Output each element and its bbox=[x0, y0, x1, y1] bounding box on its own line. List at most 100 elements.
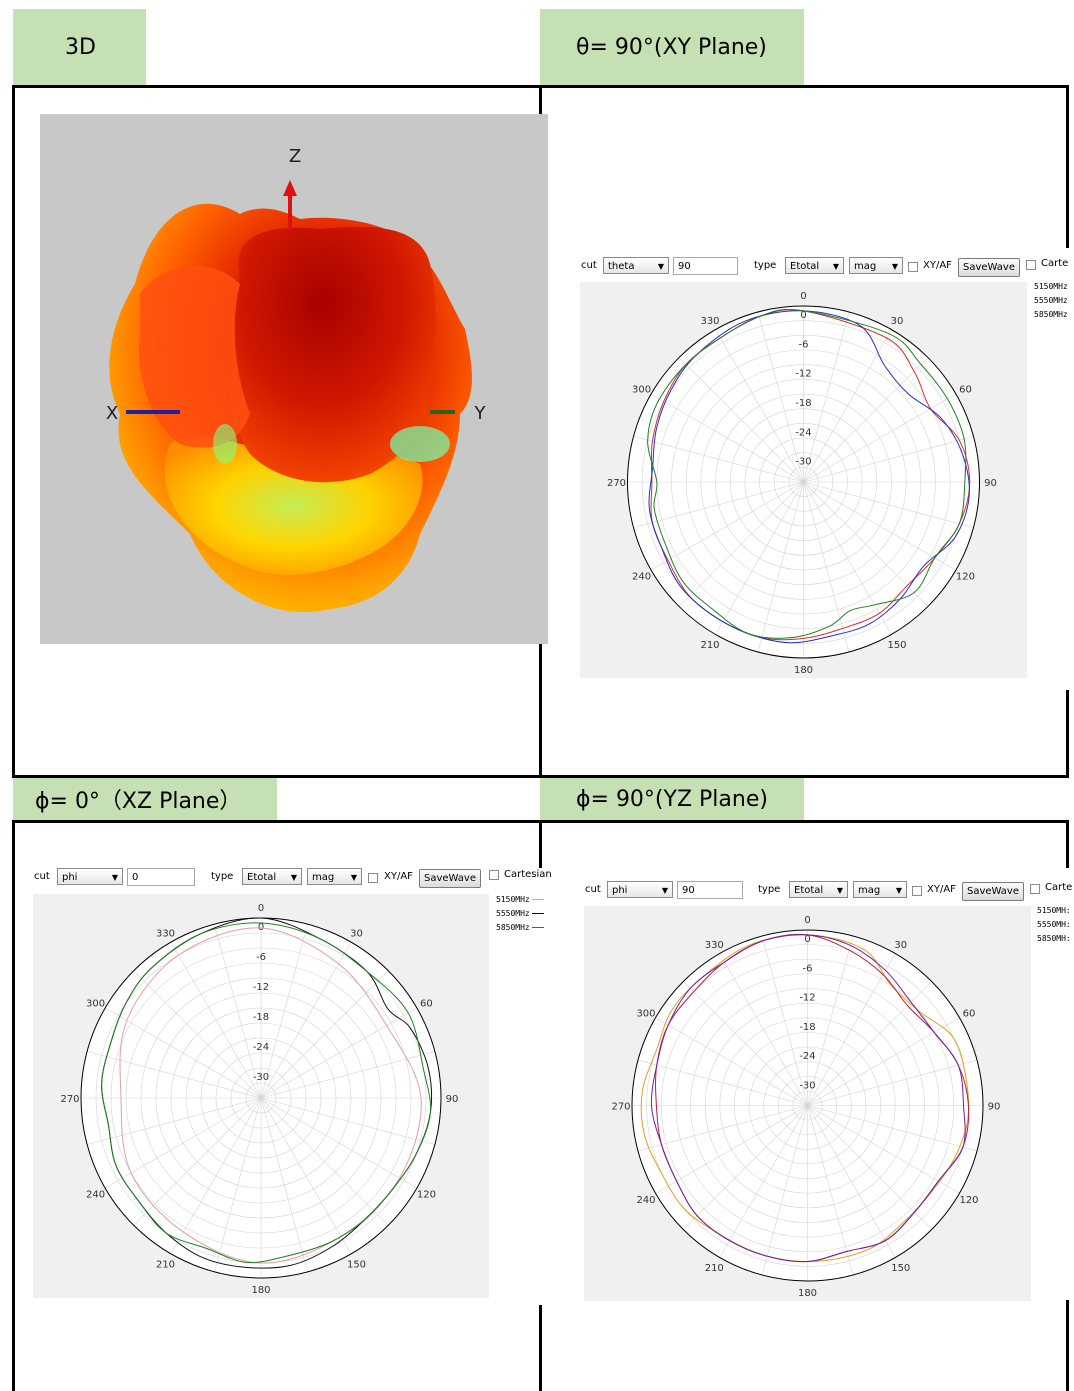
polar-spoke bbox=[807, 1105, 978, 1152]
angle-tick-label: 210 bbox=[156, 1259, 175, 1270]
cut-select[interactable]: theta ▼ bbox=[603, 257, 669, 274]
polar-spoke bbox=[803, 311, 850, 483]
polar-spoke bbox=[170, 1097, 262, 1255]
polar-spoke bbox=[260, 1097, 435, 1145]
angle-tick-label: 0 bbox=[800, 291, 806, 302]
header-yz-label: ϕ= 90°(YZ Plane) bbox=[576, 786, 768, 812]
legend-swatch-5850 bbox=[531, 927, 544, 928]
angle-input[interactable]: 0 bbox=[127, 868, 195, 886]
chevron-down-icon: ▼ bbox=[657, 262, 664, 271]
savewave-button[interactable]: SaveWave bbox=[962, 882, 1024, 901]
polar-spoke bbox=[807, 1059, 978, 1106]
polar-spoke bbox=[133, 1097, 262, 1226]
type-label: type bbox=[211, 871, 234, 882]
mag-select-value: mag bbox=[312, 872, 335, 883]
angle-tick-label: 90 bbox=[988, 1102, 1001, 1113]
mag-select[interactable]: mag ▼ bbox=[849, 257, 903, 274]
polar-chart-xz[interactable]: 03060901201501802102402703003300-6-12-18… bbox=[33, 894, 489, 1298]
angle-tick-label: 270 bbox=[60, 1094, 79, 1105]
radiation-3d-view[interactable]: Z X Y bbox=[40, 114, 548, 644]
xyaf-label: XY/AF bbox=[923, 260, 952, 271]
cut-select[interactable]: phi ▼ bbox=[607, 881, 673, 898]
polar-spoke bbox=[761, 1105, 808, 1276]
polar-spoke bbox=[637, 1059, 808, 1106]
radial-tick-label: 0 bbox=[800, 310, 806, 321]
angle-tick-label: 300 bbox=[632, 385, 651, 396]
type-select[interactable]: Etotal ▼ bbox=[242, 868, 302, 885]
polar-spoke bbox=[803, 481, 850, 653]
radial-tick-label: -24 bbox=[795, 427, 811, 438]
angle-tick-label: 270 bbox=[611, 1102, 630, 1113]
type-label: type bbox=[754, 260, 777, 271]
cut-select[interactable]: phi ▼ bbox=[57, 868, 123, 885]
polar-spoke bbox=[757, 481, 804, 653]
polar-spoke bbox=[803, 481, 974, 528]
polar-spoke bbox=[214, 1097, 262, 1272]
polar-spoke bbox=[803, 481, 892, 635]
radial-tick-label: 0 bbox=[804, 934, 810, 945]
mag-select[interactable]: mag ▼ bbox=[853, 881, 907, 898]
radial-tick-label: -30 bbox=[795, 457, 811, 468]
legend-item-5850: 5850MHz bbox=[496, 921, 544, 935]
type-select[interactable]: Etotal ▼ bbox=[785, 257, 844, 274]
polar-spoke bbox=[633, 436, 804, 483]
radial-tick-label: -30 bbox=[799, 1080, 815, 1091]
savewave-label: SaveWave bbox=[967, 886, 1019, 897]
angle-tick-label: 210 bbox=[700, 640, 719, 651]
panel-xz: cut phi ▼ 0 type Etotal ▼ mag ▼ XY/AF SaveW… bbox=[31, 867, 552, 1301]
chevron-down-icon: ▼ bbox=[836, 886, 843, 895]
grid-left-line-bottom bbox=[12, 820, 15, 1391]
angle-tick-label: 300 bbox=[636, 1008, 655, 1019]
polar-spoke bbox=[260, 1097, 352, 1255]
header-yz-plane: ϕ= 90°(YZ Plane) bbox=[540, 778, 804, 820]
polar-spoke bbox=[260, 941, 352, 1099]
savewave-button[interactable]: SaveWave bbox=[419, 869, 481, 888]
polar-spoke bbox=[133, 970, 262, 1099]
series-5150MHz bbox=[119, 927, 422, 1264]
y-axis-label: Y bbox=[474, 403, 487, 424]
cartesian-checkbox[interactable] bbox=[1030, 884, 1040, 894]
polar-spoke bbox=[678, 481, 804, 607]
polar-spoke bbox=[807, 1105, 960, 1194]
series-5150MHz bbox=[650, 309, 971, 641]
legend-label-5850: 5850MHz bbox=[496, 923, 530, 932]
xyaf-checkbox[interactable] bbox=[368, 873, 378, 883]
chevron-down-icon: ▼ bbox=[832, 262, 839, 271]
legend-item-5550: 5550MHz bbox=[1034, 296, 1068, 305]
polar-chart-yz[interactable]: 0 30 60 90 120 150 180 210 240 270 300 330 0 -6 -12 -18… bbox=[584, 906, 1031, 1301]
mag-select[interactable]: mag ▼ bbox=[307, 868, 362, 885]
cartesian-label: Carte bbox=[1045, 882, 1073, 893]
angle-tick-label: 330 bbox=[156, 929, 175, 940]
xyaf-checkbox[interactable] bbox=[908, 262, 918, 272]
polar-spoke bbox=[719, 953, 808, 1106]
angle-input[interactable]: 90 bbox=[673, 257, 738, 275]
polar-spoke bbox=[655, 1105, 808, 1194]
polar-spoke bbox=[170, 941, 262, 1099]
angle-tick-label: 270 bbox=[607, 478, 626, 489]
angle-tick-label: 0 bbox=[258, 903, 264, 914]
polar-spoke bbox=[807, 1105, 932, 1230]
type-select[interactable]: Etotal ▼ bbox=[789, 881, 848, 898]
chevron-down-icon: ▼ bbox=[350, 873, 357, 882]
polar-spoke bbox=[87, 1051, 262, 1099]
cartesian-checkbox[interactable] bbox=[489, 870, 499, 880]
angle-input-value: 90 bbox=[682, 885, 695, 896]
cut-select-value: theta bbox=[608, 261, 635, 272]
polar-chart-xy[interactable]: 0 30 60 90 120 150 180 210 240 270 300 330 0 -6 -12 -18… bbox=[580, 282, 1027, 678]
angle-tick-label: 180 bbox=[251, 1285, 270, 1296]
chevron-down-icon: ▼ bbox=[290, 873, 297, 882]
angle-input[interactable]: 90 bbox=[677, 881, 743, 899]
toolbar-xy: cut theta ▼ 90 type Etotal ▼ mag ▼ XY/AF Sa… bbox=[578, 256, 1068, 277]
savewave-button[interactable]: SaveWave bbox=[958, 258, 1020, 277]
mag-select-value: mag bbox=[858, 885, 881, 896]
xyaf-checkbox[interactable] bbox=[912, 886, 922, 896]
radial-tick-label: -18 bbox=[799, 1022, 815, 1033]
polar-spoke bbox=[214, 924, 262, 1099]
angle-tick-label: 90 bbox=[446, 1094, 459, 1105]
polar-spoke bbox=[761, 935, 808, 1106]
polar-spoke bbox=[719, 1105, 808, 1258]
grid-middle-line bbox=[12, 775, 1068, 778]
cartesian-checkbox[interactable] bbox=[1026, 260, 1036, 270]
radial-tick-label: -30 bbox=[253, 1072, 269, 1083]
pattern-lobe-left bbox=[139, 265, 250, 448]
